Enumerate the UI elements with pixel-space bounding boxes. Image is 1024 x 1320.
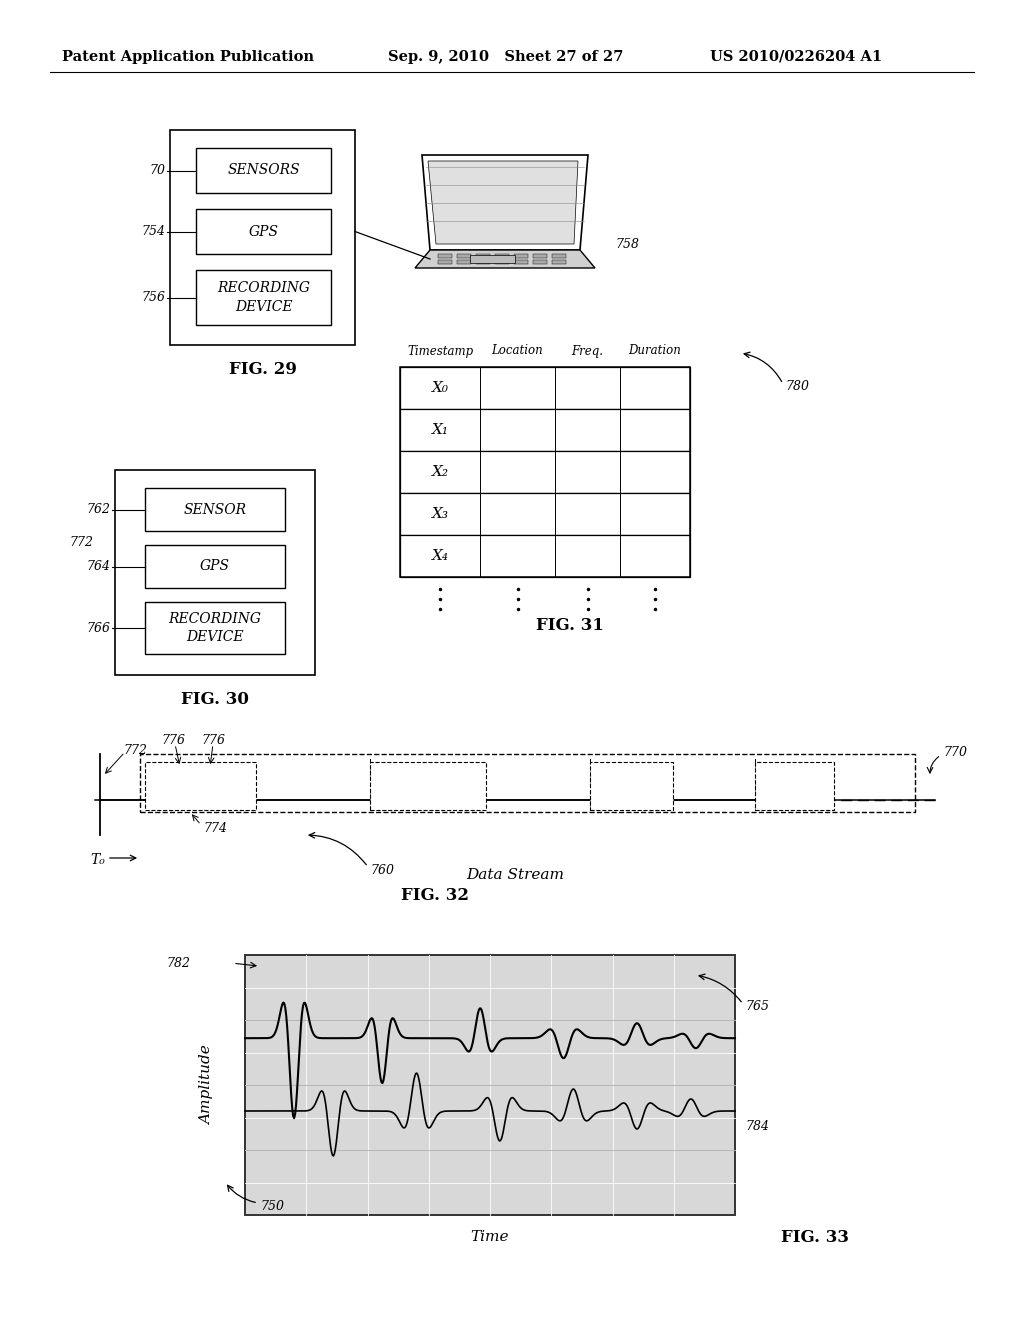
Text: 765: 765 bbox=[745, 1001, 769, 1014]
Text: 760: 760 bbox=[370, 863, 394, 876]
Text: 70: 70 bbox=[150, 164, 165, 177]
Text: SENSOR: SENSOR bbox=[183, 503, 247, 516]
Text: 782: 782 bbox=[166, 957, 190, 970]
Bar bbox=[514, 253, 528, 257]
Text: FIG. 33: FIG. 33 bbox=[781, 1229, 849, 1246]
Text: Duration: Duration bbox=[629, 345, 681, 358]
Bar bbox=[534, 253, 547, 257]
Text: Freq.: Freq. bbox=[571, 345, 603, 358]
Text: 764: 764 bbox=[86, 560, 110, 573]
Bar bbox=[755, 762, 834, 810]
Bar bbox=[400, 451, 690, 492]
Text: 776: 776 bbox=[161, 734, 185, 747]
Bar bbox=[514, 260, 528, 264]
Bar bbox=[196, 271, 331, 325]
Text: T₀: T₀ bbox=[90, 853, 104, 867]
Text: 776: 776 bbox=[201, 734, 225, 747]
Bar bbox=[370, 762, 486, 810]
Bar bbox=[400, 367, 690, 577]
Text: 754: 754 bbox=[141, 224, 165, 238]
Text: RECORDING
DEVICE: RECORDING DEVICE bbox=[217, 281, 310, 314]
Text: X₀: X₀ bbox=[431, 381, 449, 395]
Text: X₃: X₃ bbox=[431, 507, 449, 521]
Bar bbox=[145, 602, 285, 653]
Bar bbox=[400, 367, 690, 409]
Text: FIG. 29: FIG. 29 bbox=[228, 362, 296, 379]
Text: 774: 774 bbox=[203, 821, 227, 834]
Polygon shape bbox=[415, 249, 595, 268]
Text: 762: 762 bbox=[86, 503, 110, 516]
Text: Time: Time bbox=[471, 1230, 509, 1243]
Bar bbox=[145, 545, 285, 587]
Bar bbox=[476, 253, 490, 257]
Bar bbox=[457, 253, 471, 257]
Bar bbox=[400, 409, 690, 451]
Text: FIG. 31: FIG. 31 bbox=[536, 616, 604, 634]
Text: Timestamp: Timestamp bbox=[407, 345, 473, 358]
Text: 750: 750 bbox=[260, 1200, 284, 1213]
Text: Patent Application Publication: Patent Application Publication bbox=[62, 50, 314, 63]
Bar bbox=[145, 488, 285, 531]
Text: X₁: X₁ bbox=[431, 422, 449, 437]
Bar bbox=[470, 255, 515, 263]
Text: 772: 772 bbox=[69, 536, 93, 549]
Bar bbox=[196, 148, 331, 193]
Bar bbox=[438, 260, 452, 264]
Polygon shape bbox=[428, 161, 578, 244]
Text: Sep. 9, 2010   Sheet 27 of 27: Sep. 9, 2010 Sheet 27 of 27 bbox=[388, 50, 624, 63]
Bar bbox=[400, 535, 690, 577]
Text: GPS: GPS bbox=[200, 560, 230, 573]
Text: 756: 756 bbox=[141, 290, 165, 304]
Text: Location: Location bbox=[492, 345, 544, 358]
Bar bbox=[552, 260, 566, 264]
Text: X₂: X₂ bbox=[431, 465, 449, 479]
Bar bbox=[400, 335, 690, 367]
Bar bbox=[590, 762, 673, 810]
Bar bbox=[140, 754, 915, 812]
Text: US 2010/0226204 A1: US 2010/0226204 A1 bbox=[710, 50, 882, 63]
Text: GPS: GPS bbox=[249, 224, 279, 239]
Polygon shape bbox=[422, 154, 588, 249]
Bar bbox=[476, 260, 490, 264]
Text: 766: 766 bbox=[86, 622, 110, 635]
Bar bbox=[115, 470, 315, 675]
Bar bbox=[495, 253, 509, 257]
Text: X₄: X₄ bbox=[431, 549, 449, 564]
Bar bbox=[245, 954, 735, 1214]
Text: 770: 770 bbox=[943, 746, 967, 759]
Text: RECORDING
DEVICE: RECORDING DEVICE bbox=[169, 611, 261, 644]
Bar bbox=[400, 492, 690, 535]
Text: FIG. 30: FIG. 30 bbox=[181, 692, 249, 709]
Bar bbox=[438, 253, 452, 257]
Text: 780: 780 bbox=[785, 380, 809, 393]
Text: Data Stream: Data Stream bbox=[466, 869, 564, 882]
Bar bbox=[457, 260, 471, 264]
Bar bbox=[170, 129, 355, 345]
Bar bbox=[145, 762, 256, 810]
Text: 758: 758 bbox=[615, 239, 639, 252]
Bar bbox=[534, 260, 547, 264]
Bar bbox=[552, 253, 566, 257]
Text: Amplitude: Amplitude bbox=[200, 1045, 214, 1125]
Bar bbox=[495, 260, 509, 264]
Bar bbox=[196, 209, 331, 253]
Text: 772: 772 bbox=[123, 743, 147, 756]
Text: SENSORS: SENSORS bbox=[227, 164, 300, 177]
Text: FIG. 32: FIG. 32 bbox=[401, 887, 469, 903]
Text: 784: 784 bbox=[745, 1119, 769, 1133]
